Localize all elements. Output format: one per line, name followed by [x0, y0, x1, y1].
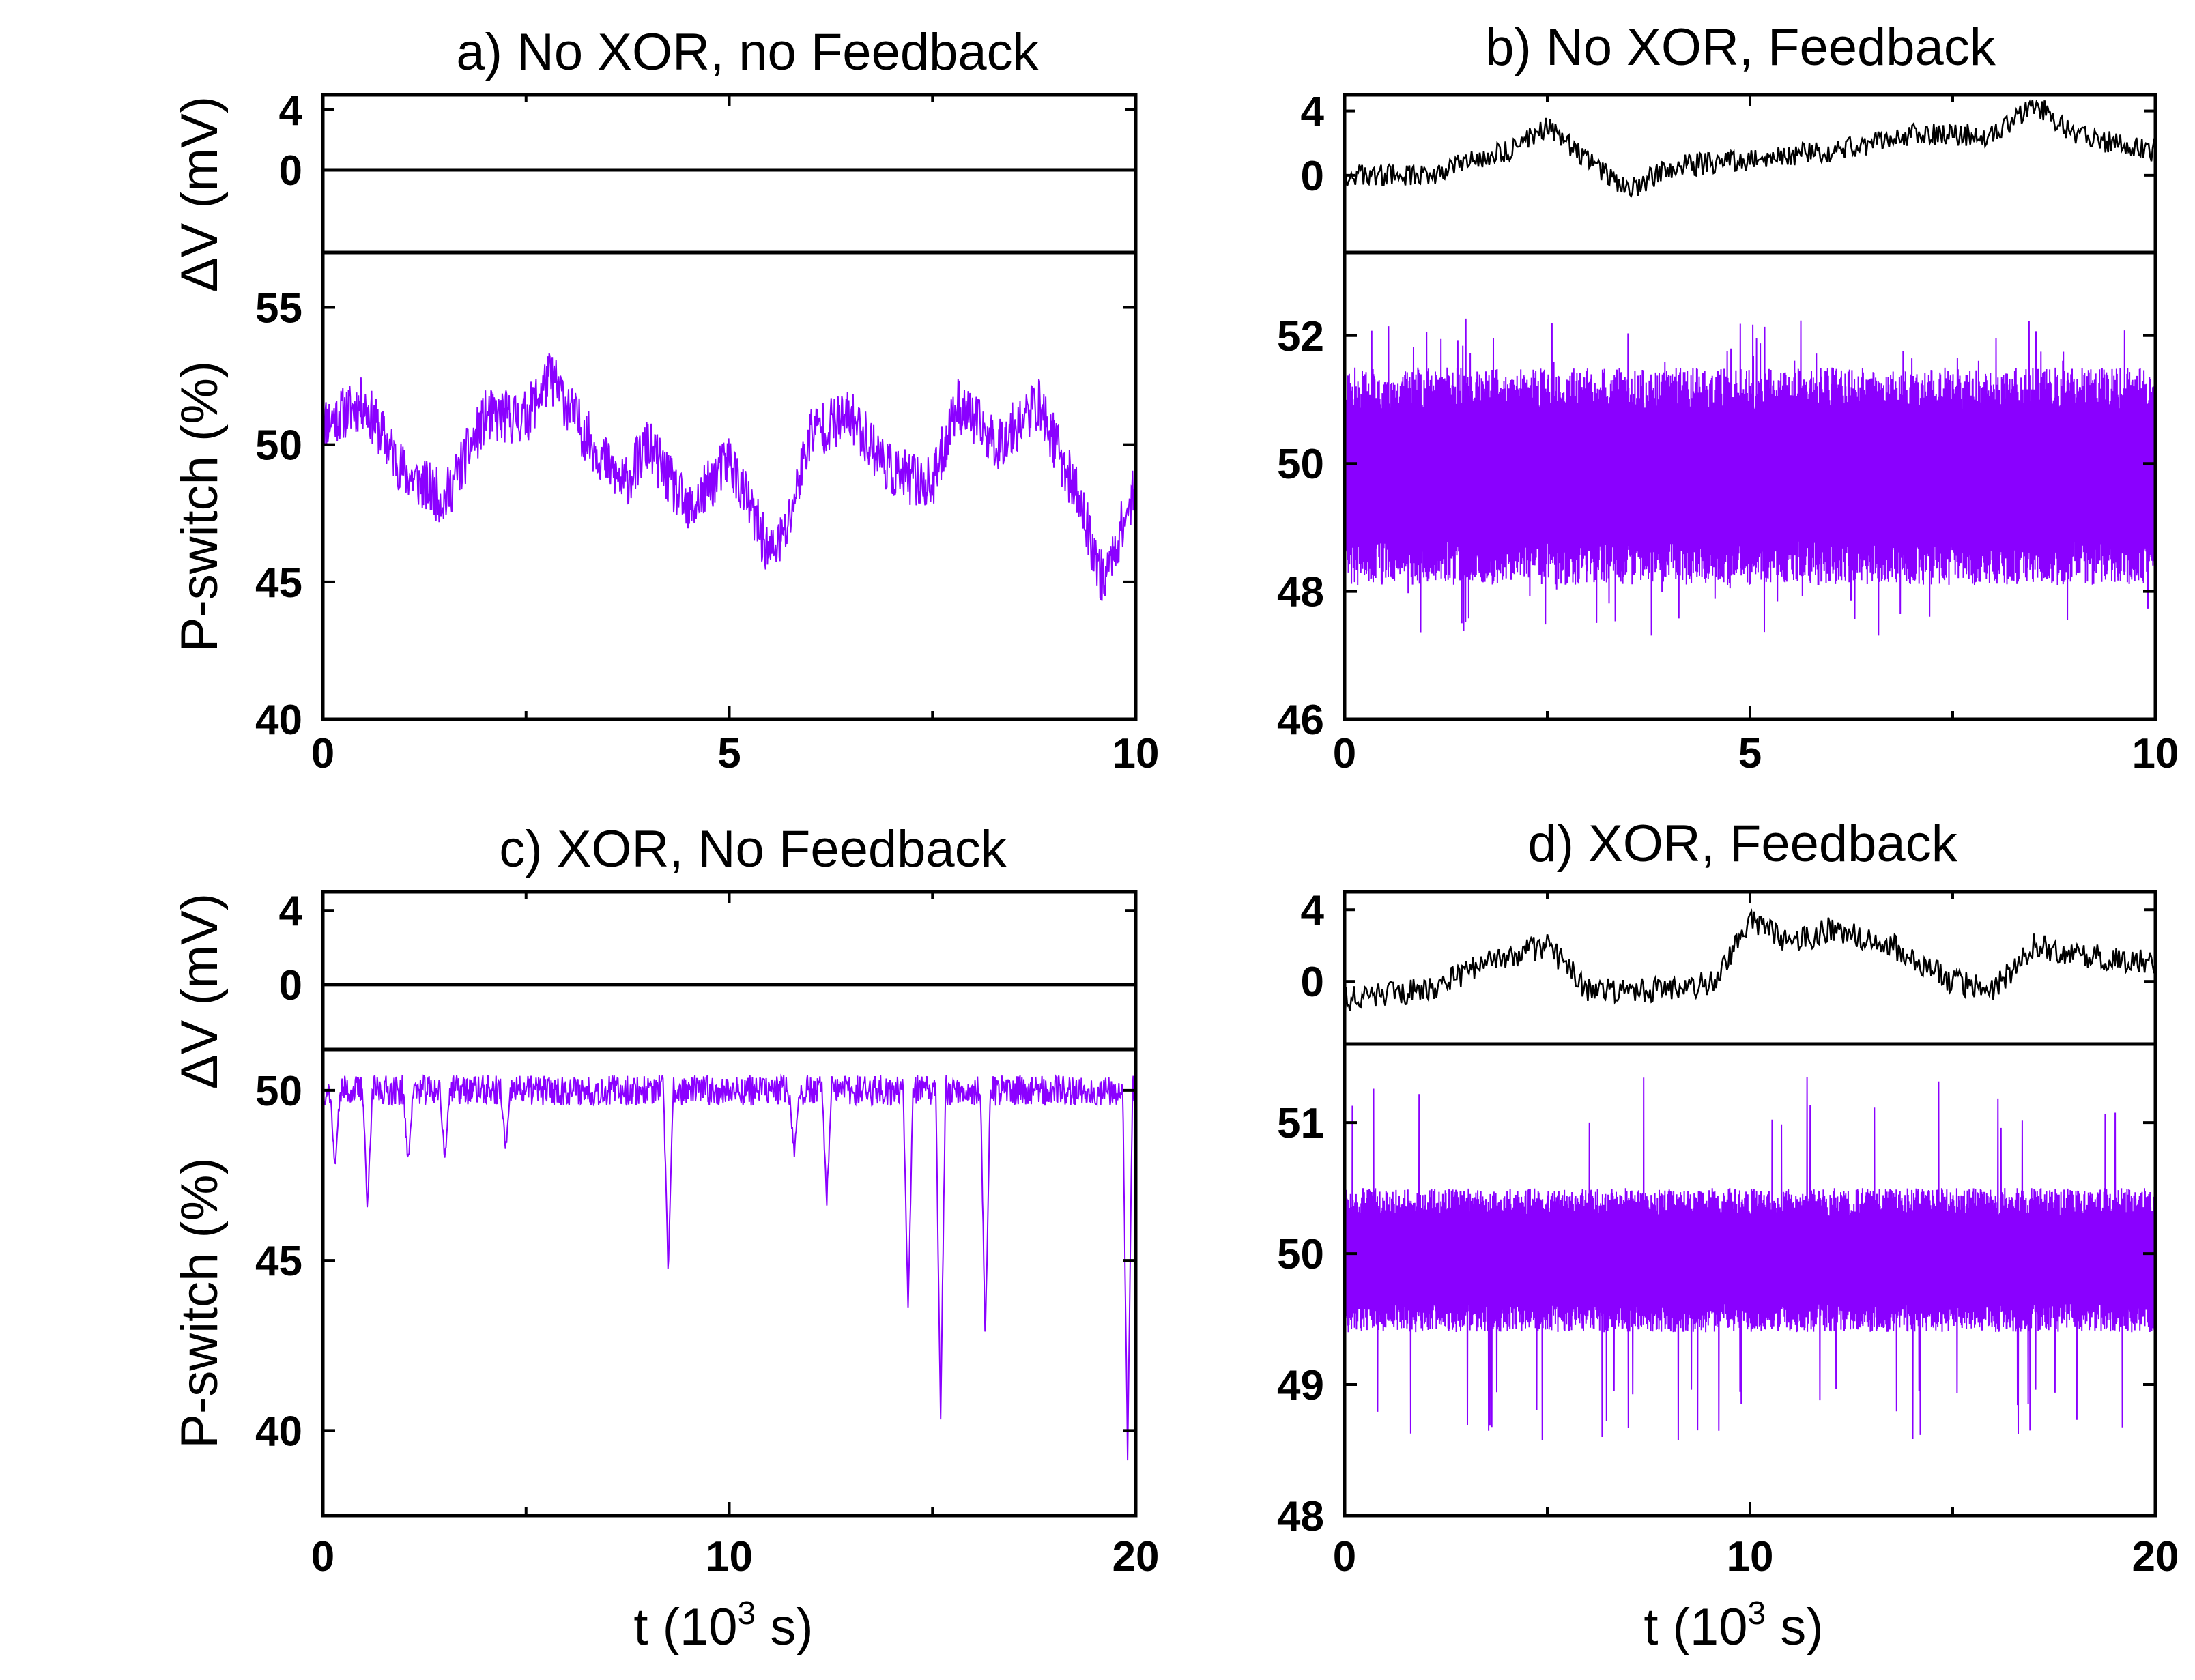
panel-title-b: b) No XOR, Feedback	[1485, 18, 1996, 76]
pswitch-ytick-label-d: 49	[1277, 1362, 1324, 1409]
pswitch-ytick-label-b: 50	[1277, 441, 1324, 488]
panel-b	[1343, 93, 2157, 721]
panel-a	[321, 93, 1138, 721]
panel-title-c: c) XOR, No Feedback	[499, 820, 1007, 878]
xtick-label-b: 10	[2132, 730, 2179, 777]
pswitch-ytick-label-a: 40	[255, 697, 302, 744]
pswitch-trace-a	[322, 353, 1136, 601]
panel-title-d: d) XOR, Feedback	[1527, 815, 1957, 873]
pswitch-frame-c	[321, 1047, 1138, 1518]
pswitch-ytick-label-c: 45	[255, 1238, 302, 1285]
xlabel-left: t (103 s)	[633, 1595, 813, 1656]
dv-ytick-label-c: 0	[279, 962, 302, 1009]
pswitch-ytick-label-c: 50	[255, 1068, 302, 1115]
dv-ytick-label-b: 0	[1301, 153, 1324, 200]
dv-trace-d	[1343, 908, 2157, 1011]
pswitch-ytick-label-a: 45	[255, 560, 302, 607]
dv-frame-b	[1343, 93, 2157, 255]
xtick-label-a: 0	[311, 730, 334, 777]
dv-frame-c	[321, 890, 1138, 1052]
dv-ytick-label-c: 4	[279, 888, 303, 935]
xlabel-right: t (103 s)	[1644, 1595, 1823, 1656]
dv-ytick-label-d: 4	[1301, 887, 1325, 934]
xtick-label-a: 10	[1113, 730, 1160, 777]
pswitch-ytick-label-b: 46	[1277, 697, 1324, 744]
dv-ytick-label-d: 0	[1301, 959, 1324, 1006]
pswitch-ytick-label-d: 50	[1277, 1231, 1324, 1278]
pswitch-ylabel-a: P-switch (%)	[171, 361, 229, 652]
panel-title-a: a) No XOR, no Feedback	[456, 23, 1039, 81]
pswitch-trace-b	[1344, 318, 2156, 636]
dv-ytick-label-a: 4	[279, 87, 303, 134]
dv-trace-b	[1343, 99, 2157, 198]
pswitch-ytick-label-a: 50	[255, 422, 302, 469]
dv-ylabel-c: ΔV (mV)	[171, 893, 229, 1089]
pswitch-ylabel-c: P-switch (%)	[171, 1157, 229, 1448]
xtick-label-a: 5	[717, 730, 741, 777]
pswitch-ytick-label-c: 40	[255, 1408, 302, 1455]
xtick-label-d: 10	[1727, 1533, 1774, 1580]
pswitch-trace-c	[322, 1073, 1136, 1461]
pswitch-ytick-label-d: 48	[1277, 1493, 1324, 1540]
xtick-label-c: 0	[311, 1533, 334, 1580]
pswitch-ytick-label-b: 52	[1277, 313, 1324, 360]
xtick-label-b: 5	[1738, 730, 1762, 777]
xtick-label-c: 20	[1113, 1533, 1160, 1580]
xtick-label-d: 0	[1333, 1533, 1356, 1580]
dv-ytick-label-a: 0	[279, 147, 302, 194]
dv-ylabel-a: ΔV (mV)	[171, 96, 229, 292]
panel-c	[321, 890, 1138, 1518]
xtick-label-d: 20	[2132, 1533, 2179, 1580]
pswitch-frame-a	[321, 250, 1138, 721]
panel-d	[1343, 890, 2157, 1518]
dv-ytick-label-b: 4	[1301, 89, 1325, 136]
xtick-label-c: 10	[706, 1533, 753, 1580]
pswitch-trace-d	[1344, 1077, 2156, 1440]
xtick-label-b: 0	[1333, 730, 1356, 777]
pswitch-ytick-label-d: 51	[1277, 1100, 1324, 1147]
dv-frame-a	[321, 93, 1138, 255]
pswitch-ytick-label-a: 55	[255, 285, 302, 332]
pswitch-ytick-label-b: 48	[1277, 569, 1324, 616]
